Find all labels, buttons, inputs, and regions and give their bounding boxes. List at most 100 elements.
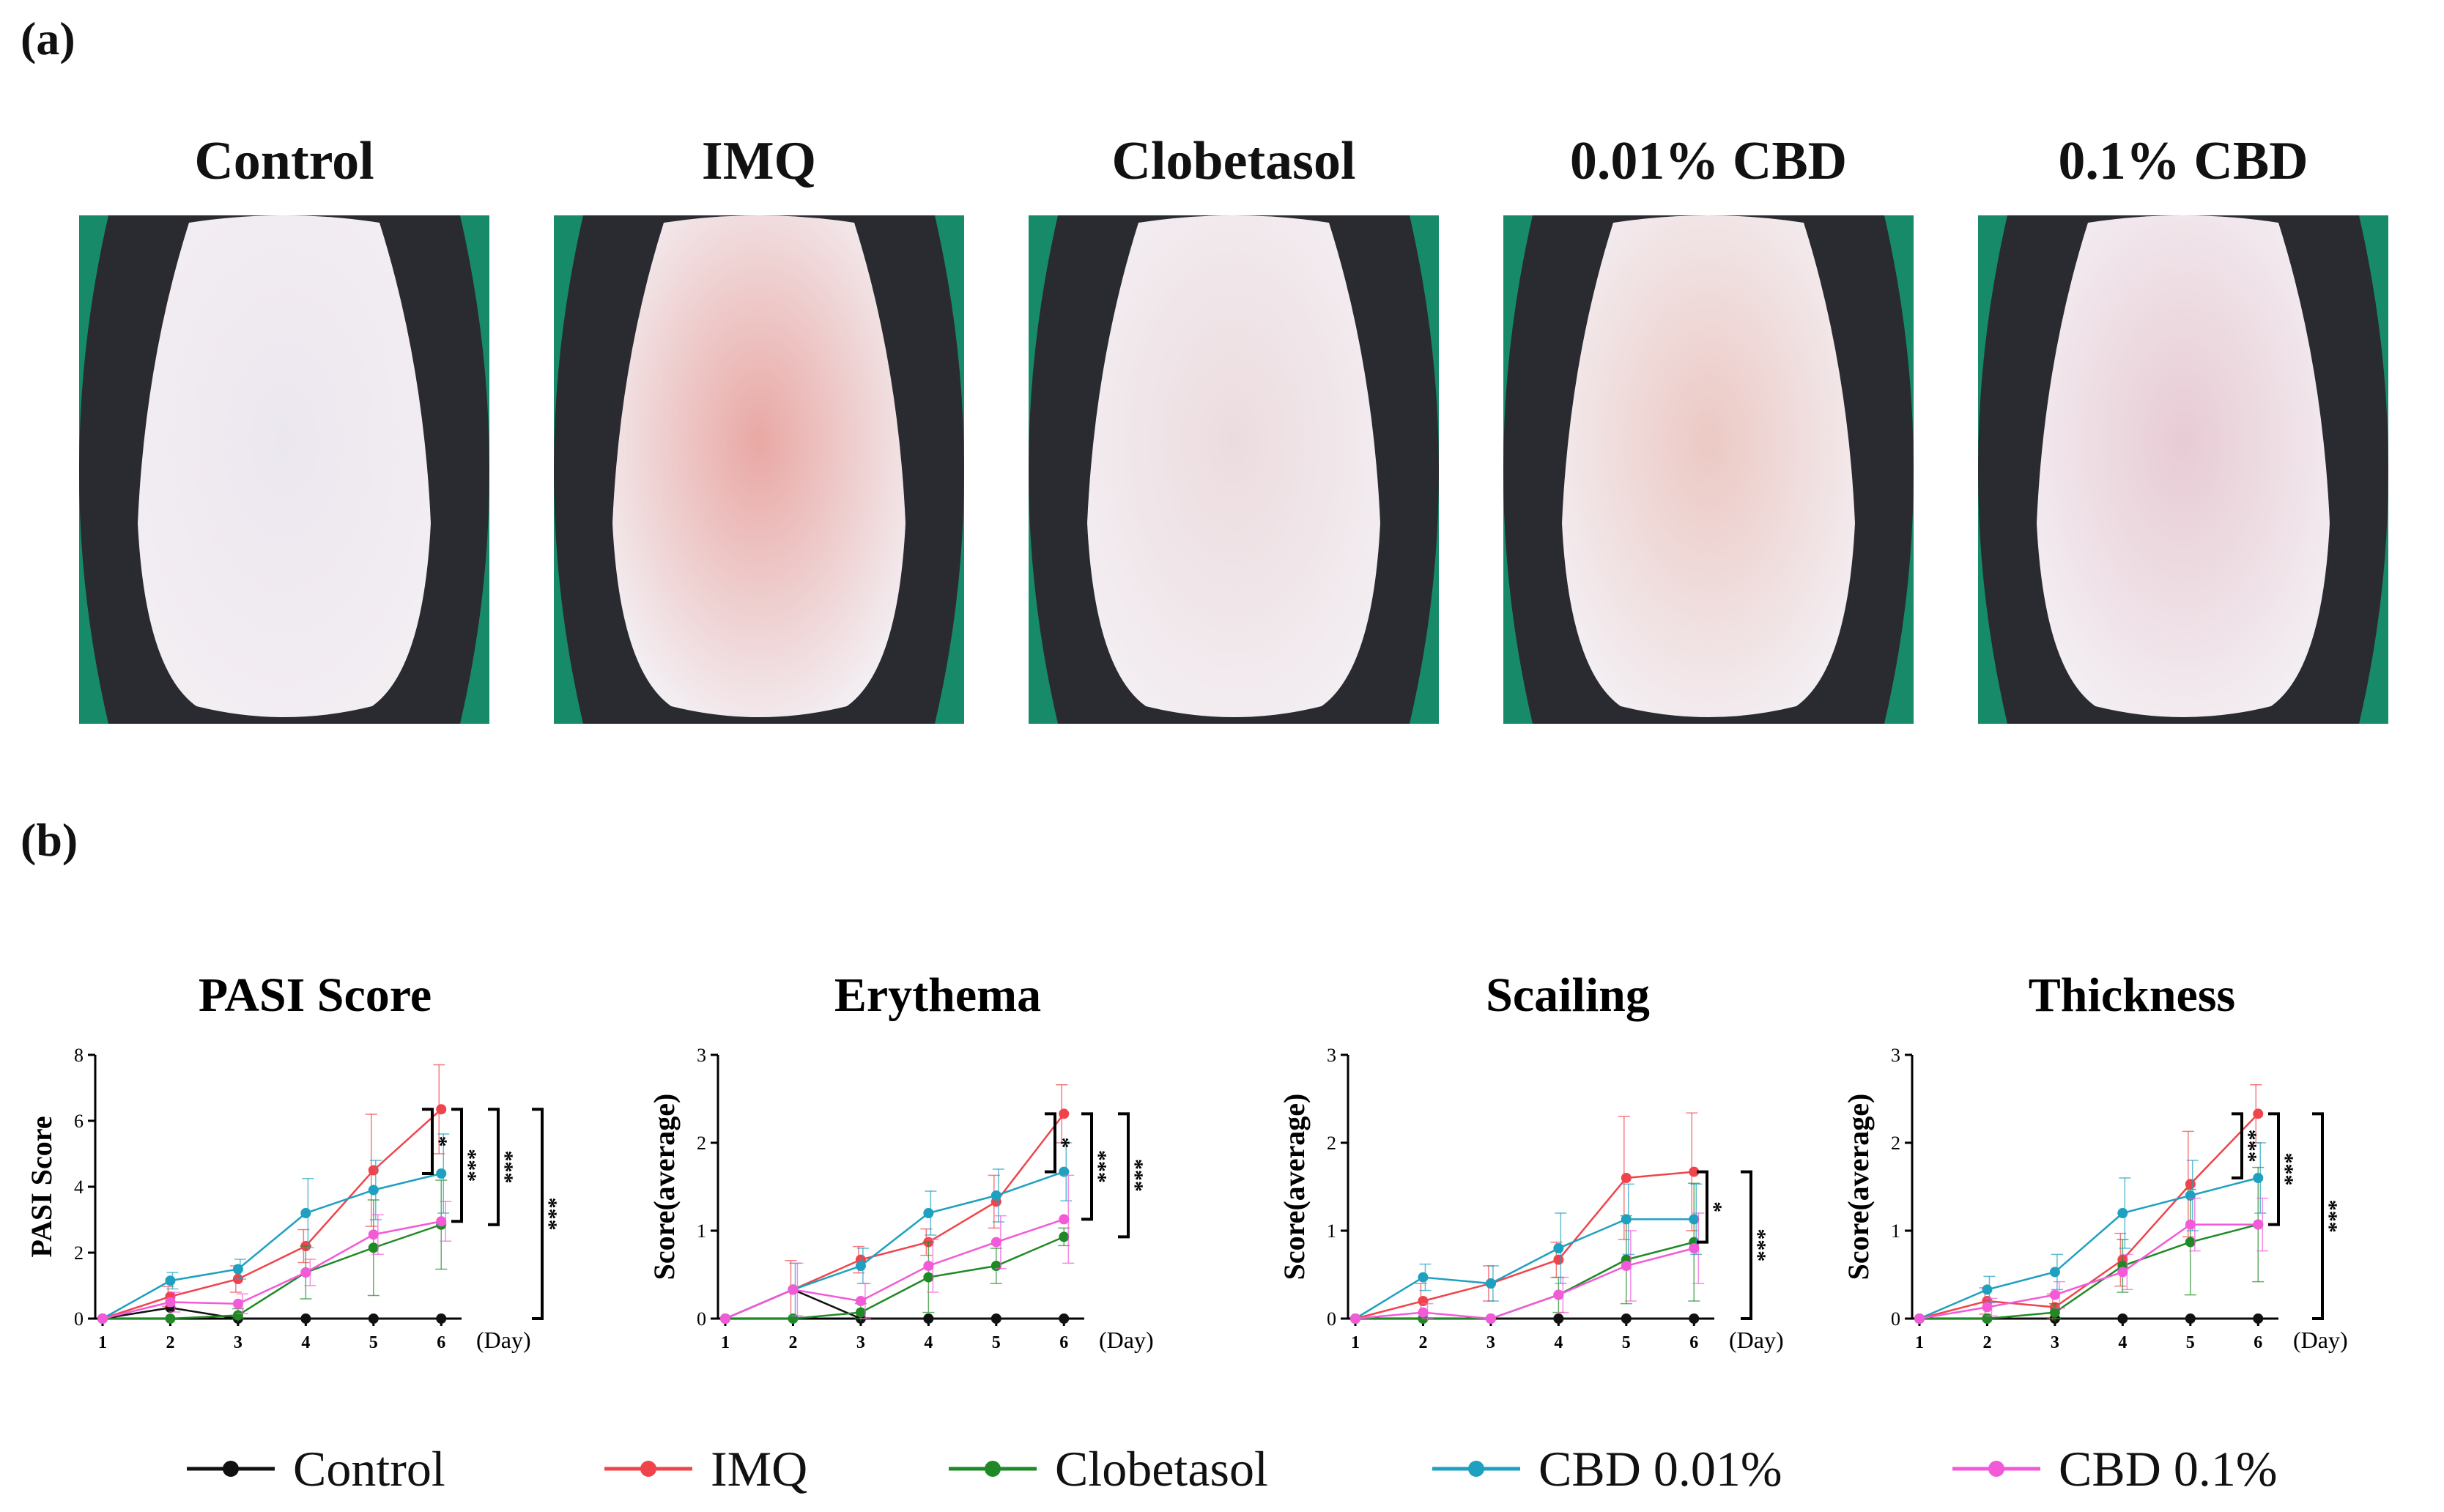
data-point	[1621, 1214, 1632, 1225]
significance-bracket	[2232, 1112, 2243, 1179]
legend-dot	[985, 1461, 1001, 1477]
data-point	[368, 1165, 379, 1176]
y-tick-label: 1	[1891, 1220, 1900, 1242]
data-point	[1982, 1313, 1993, 1324]
shaved-skin	[2037, 215, 2330, 717]
y-tick-label: 6	[74, 1111, 84, 1132]
x-tick-label: 6	[2254, 1333, 2262, 1352]
x-tick-label: 3	[856, 1333, 865, 1352]
x-tick-label: 1	[721, 1333, 730, 1352]
data-point	[1689, 1166, 1700, 1177]
series-line	[102, 1108, 442, 1320]
data-point	[165, 1275, 176, 1286]
data-point	[1689, 1313, 1700, 1324]
series-cbd-0-1-	[97, 1201, 452, 1324]
x-axis-unit: (Day)	[1099, 1327, 1154, 1353]
series-clobetasol	[720, 1227, 1070, 1324]
data-point	[368, 1229, 379, 1240]
y-axis-label: Score(average)	[648, 1094, 681, 1281]
legend-item-cbd-01: CBD 0.1%	[1949, 1436, 2277, 1502]
series-cbd-0-1-	[1350, 1212, 1705, 1324]
series-cbd-0-01-	[1350, 1183, 1703, 1324]
x-tick-label: 6	[437, 1333, 445, 1352]
series-clobetasol	[1350, 1182, 1700, 1324]
series-line	[102, 1220, 442, 1320]
panel-label-a: (a)	[21, 12, 75, 64]
data-point	[368, 1313, 379, 1324]
x-tick-label: 2	[166, 1333, 174, 1352]
data-point	[2049, 1267, 2060, 1278]
panel-label-b: (b)	[21, 814, 78, 866]
data-point	[436, 1104, 447, 1115]
series-line	[102, 1172, 442, 1320]
data-point	[990, 1190, 1001, 1201]
data-point	[436, 1313, 447, 1324]
data-point	[165, 1313, 176, 1324]
significance-label: ***	[1130, 1159, 1154, 1192]
legend-item-cbd-001: CBD 0.01%	[1429, 1436, 1782, 1502]
data-point	[436, 1216, 447, 1227]
series-cbd-0-01-	[1914, 1142, 2267, 1324]
y-tick-label: 4	[74, 1176, 84, 1198]
data-point	[2185, 1190, 2196, 1201]
y-tick-label: 2	[1327, 1133, 1336, 1154]
significance-bracket	[2312, 1112, 2324, 1320]
significance-bracket	[422, 1108, 434, 1175]
x-tick-label: 4	[1554, 1333, 1563, 1352]
data-point	[990, 1261, 1001, 1271]
shaved-skin	[1087, 215, 1380, 717]
series-line	[1919, 1113, 2259, 1320]
photo-title-imq: IMQ	[701, 131, 817, 191]
x-tick-label: 5	[992, 1333, 1001, 1352]
photo-illustration	[554, 215, 964, 724]
data-point	[2117, 1267, 2128, 1278]
x-tick-label: 2	[1982, 1333, 1991, 1352]
significance-label: ***	[544, 1198, 568, 1231]
y-tick-label: 0	[74, 1308, 84, 1330]
chart-title: PASI Score	[199, 968, 432, 1022]
data-point	[2117, 1208, 2128, 1218]
x-tick-label: 1	[1915, 1333, 1924, 1352]
data-point	[1059, 1313, 1070, 1324]
x-tick-label: 4	[924, 1333, 933, 1352]
photo-imq	[554, 215, 964, 724]
x-tick-label: 5	[2186, 1333, 2195, 1352]
photo-illustration	[79, 215, 489, 724]
x-tick-label: 6	[1689, 1333, 1698, 1352]
y-tick-label: 2	[697, 1133, 706, 1154]
data-point	[1553, 1243, 1564, 1253]
series-line	[102, 1306, 442, 1320]
significance-label: *	[1056, 1138, 1081, 1149]
significance-label: ***	[2243, 1130, 2267, 1163]
x-tick-label: 1	[98, 1333, 107, 1352]
significance-bracket	[1697, 1170, 1708, 1244]
legend-label: CBD 0.1%	[2059, 1440, 2278, 1497]
data-point	[300, 1208, 311, 1218]
significance-bracket	[2268, 1112, 2280, 1226]
legend-label: Clobetasol	[1055, 1440, 1268, 1497]
x-tick-label: 1	[1351, 1333, 1360, 1352]
data-point	[1982, 1302, 1993, 1313]
data-point	[788, 1284, 799, 1295]
significance-label: ***	[2324, 1200, 2348, 1233]
legend-dot	[223, 1461, 239, 1477]
x-tick-label: 6	[1059, 1333, 1068, 1352]
data-point	[1621, 1261, 1632, 1271]
significance-label: ***	[1093, 1150, 1117, 1183]
data-point	[1689, 1243, 1700, 1253]
y-axis-label: Score(average)	[1278, 1094, 1311, 1281]
data-point	[232, 1264, 243, 1275]
significance-bracket	[451, 1108, 463, 1223]
x-axis-unit: (Day)	[1729, 1327, 1784, 1353]
shaved-skin	[612, 215, 906, 717]
data-point	[788, 1313, 799, 1324]
data-point	[300, 1313, 311, 1324]
x-tick-label: 4	[301, 1333, 310, 1352]
x-tick-label: 3	[1486, 1333, 1495, 1352]
legend-item-clobetasol: Clobetasol	[945, 1436, 1268, 1502]
data-point	[1350, 1313, 1360, 1324]
y-tick-label: 3	[1327, 1045, 1336, 1066]
